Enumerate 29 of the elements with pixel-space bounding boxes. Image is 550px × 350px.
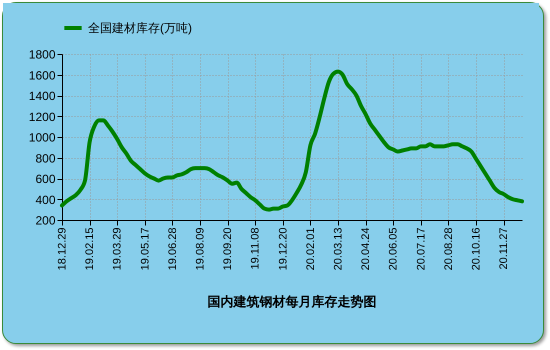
y-tick-label: 200 xyxy=(35,214,56,228)
x-tick-label: 20.10.16 xyxy=(470,228,482,270)
x-tick-label: 20.08.28 xyxy=(442,228,455,270)
y-tick-label: 400 xyxy=(35,192,56,207)
x-tick-label: 19.05.17 xyxy=(139,228,152,270)
x-tick-label: 19.03.29 xyxy=(112,228,124,270)
x-tick-label: 20.07.17 xyxy=(415,228,428,270)
y-tick-label: 1200 xyxy=(28,110,56,124)
x-tick-label: 19.02.15 xyxy=(84,228,96,270)
x-tick-label: 19.09.20 xyxy=(222,228,234,270)
y-tick-label: 1800 xyxy=(28,48,56,62)
x-tick-label: 20.03.13 xyxy=(332,228,344,270)
y-tick-label: 600 xyxy=(35,172,56,186)
x-tick-label: 18.12.29 xyxy=(56,228,68,270)
y-tick-label: 1000 xyxy=(28,130,56,144)
y-tick-label: 1600 xyxy=(28,68,56,82)
x-tick-label: 20.02.01 xyxy=(304,228,317,270)
line-series xyxy=(60,70,524,212)
x-tick-label: 19.06.28 xyxy=(166,228,179,270)
x-tick-label: 20.06.05 xyxy=(388,228,400,270)
legend-label: 全国建材库存(万吨) xyxy=(88,21,192,35)
y-tick-label: 1400 xyxy=(28,89,56,103)
x-tick-label: 19.11.08 xyxy=(250,228,262,270)
text: 国内建筑钢材每月库存走势图 xyxy=(208,294,376,309)
y-tick-label: 800 xyxy=(35,151,56,166)
x-tick-label: 20.11.27 xyxy=(498,228,510,270)
x-tick-label: 20.04.24 xyxy=(360,228,372,270)
x-tick-label: 19.08.09 xyxy=(194,228,206,270)
x-tick-label: 19.12.20 xyxy=(277,228,290,270)
